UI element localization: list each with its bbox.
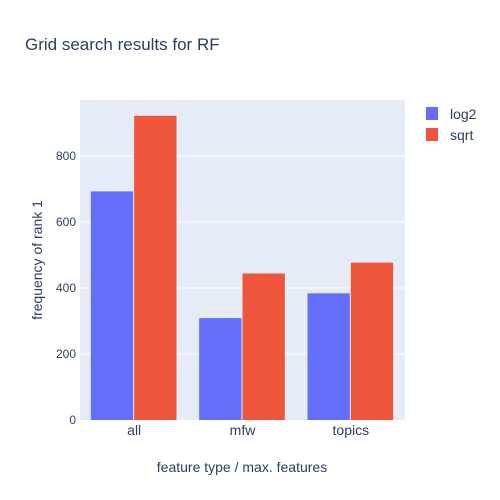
y-tick-label: 800 xyxy=(56,149,76,163)
y-tick-label: 200 xyxy=(56,347,76,361)
x-tick-label: topics xyxy=(333,422,370,438)
bar-log2-mfw xyxy=(199,318,242,420)
x-axis-title: feature type / max. features xyxy=(157,459,327,475)
x-tick-label: mfw xyxy=(230,422,257,438)
legend-label-log2: log2 xyxy=(450,106,477,122)
y-tick-label: 400 xyxy=(56,281,76,295)
legend-label-sqrt: sqrt xyxy=(450,127,473,143)
y-axis-ticks: 0 200 400 600 800 xyxy=(56,149,76,427)
chart-title: Grid search results for RF xyxy=(25,35,220,54)
bar-sqrt-topics xyxy=(350,262,394,420)
y-tick-label: 0 xyxy=(69,413,76,427)
bar-sqrt-all xyxy=(134,115,177,420)
x-tick-label: all xyxy=(127,422,141,438)
x-axis-ticks: all mfw topics xyxy=(127,422,369,438)
bar-log2-topics xyxy=(307,293,350,420)
legend-swatch-sqrt xyxy=(426,128,438,141)
y-axis-title: frequency of rank 1 xyxy=(29,200,45,320)
bars xyxy=(90,115,394,420)
legend: log2 sqrt xyxy=(426,106,477,143)
y-tick-label: 600 xyxy=(56,215,76,229)
legend-swatch-log2 xyxy=(426,107,438,120)
bar-log2-all xyxy=(90,191,134,420)
bar-sqrt-mfw xyxy=(242,273,285,420)
